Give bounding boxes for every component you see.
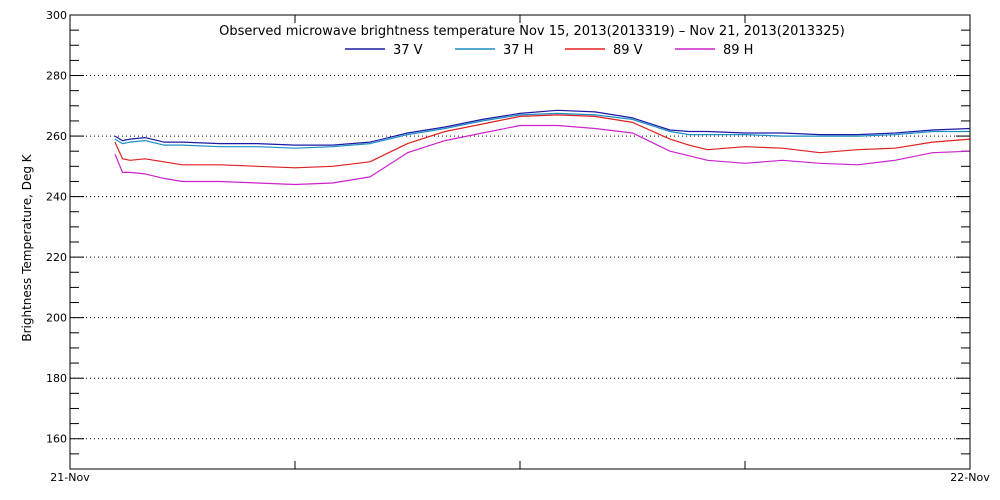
grid-layer [70,75,970,440]
legend: 37 V 37 H 89 V 89 H [345,43,753,58]
y-tick-label: 220 [46,251,67,264]
plot-frame [69,14,971,470]
y-tick-label: 180 [46,372,67,385]
series-layer [114,109,971,186]
x-tick-labels: 21-Nov 22-Nov [50,471,990,484]
series-line-37-v [114,109,971,146]
y-tick-label: 200 [46,312,67,325]
y-tick-label: 280 [46,70,67,83]
x-tick-label: 22-Nov [950,471,990,484]
series-line-89-v [114,114,971,169]
y-tick-label: 240 [46,191,67,204]
legend-label: 89 H [723,43,753,58]
y-tick-label: 160 [46,433,67,446]
chart-title: Observed microwave brightness temperatur… [219,24,845,39]
axis-ticks [69,14,971,470]
legend-label: 89 V [613,43,643,58]
y-tick-labels: 160 180 200 220 240 260 280 300 [46,9,67,446]
x-tick-label: 21-Nov [50,471,90,484]
series-line-37-h [114,112,970,149]
y-axis-label: Brightness Temperature, Deg K [20,153,34,341]
legend-label: 37 H [503,43,533,58]
y-tick-label: 260 [46,130,67,143]
legend-label: 37 V [393,43,423,58]
y-tick-label: 300 [46,9,67,22]
series-line-89-h [114,124,971,186]
